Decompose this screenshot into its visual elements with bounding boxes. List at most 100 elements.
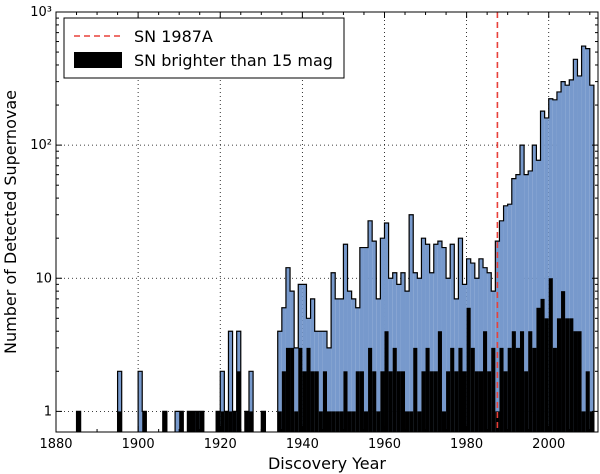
- histogram-bar: [191, 411, 196, 432]
- histogram-bar: [294, 347, 299, 432]
- y-tick-label: 10: [35, 271, 52, 286]
- histogram-bar: [248, 411, 254, 432]
- y-axis-label: Number of Detected Supernovae: [1, 90, 20, 354]
- histogram-bar: [335, 411, 340, 432]
- histogram-bar: [380, 371, 385, 432]
- histogram-bar: [343, 371, 348, 432]
- histogram-bar: [175, 411, 180, 432]
- histogram-bar: [503, 205, 508, 432]
- histogram-bar: [528, 170, 533, 432]
- histogram-bar: [331, 411, 336, 432]
- histogram-bar: [536, 160, 541, 432]
- histogram-bar: [573, 59, 578, 432]
- histogram-bar: [466, 307, 471, 432]
- histogram-bar: [519, 145, 525, 432]
- histogram-bar: [339, 411, 344, 432]
- histogram-bar: [429, 272, 434, 432]
- x-tick-label: 1900: [122, 437, 155, 452]
- histogram-bar: [277, 411, 282, 432]
- histogram-bar: [347, 291, 352, 432]
- histogram-bar: [384, 223, 389, 432]
- x-axis-label: Discovery Year: [268, 454, 386, 473]
- histogram-bar: [581, 411, 586, 432]
- histogram-bar: [499, 220, 504, 432]
- histogram-bar: [359, 247, 364, 432]
- histogram-bar: [511, 331, 516, 432]
- histogram-bar: [450, 244, 455, 432]
- histogram-bar: [277, 331, 282, 432]
- histogram-bar: [413, 347, 418, 432]
- series-bright-supernovae: [76, 278, 594, 432]
- histogram-bar: [355, 371, 360, 432]
- histogram-bar: [470, 347, 475, 432]
- x-tick-label: 1940: [286, 437, 319, 452]
- histogram-bar: [540, 111, 545, 433]
- histogram-bar: [589, 411, 594, 432]
- histogram-bar: [573, 331, 578, 432]
- histogram-bar: [425, 244, 430, 432]
- legend-label-sn1987a: SN 1987A: [134, 27, 213, 46]
- histogram-bar: [310, 298, 315, 432]
- histogram-bar: [142, 411, 147, 432]
- histogram-bar: [244, 411, 249, 432]
- histogram-bar: [585, 371, 590, 432]
- histogram-bar: [478, 258, 484, 432]
- histogram-bar: [236, 371, 241, 432]
- histogram-bar: [565, 318, 570, 432]
- histogram-bar: [487, 371, 492, 432]
- histogram-bar: [322, 371, 327, 432]
- histogram-bar: [117, 371, 122, 432]
- histogram-bar: [138, 371, 143, 432]
- histogram-bar: [425, 347, 430, 432]
- histogram-bar: [405, 291, 410, 432]
- histogram-bar: [179, 411, 184, 432]
- histogram-bar: [511, 178, 516, 432]
- histogram-bar: [540, 298, 545, 432]
- histogram-bar: [515, 347, 520, 432]
- histogram-bar: [331, 272, 336, 432]
- histogram-bar: [195, 411, 200, 432]
- histogram-bar: [220, 411, 225, 432]
- histogram-bar: [285, 347, 291, 432]
- legend-swatch-bright-sn: [74, 52, 122, 68]
- x-tick-label: 1920: [204, 437, 237, 452]
- histogram-bar: [433, 371, 438, 432]
- histogram-bar: [363, 411, 369, 432]
- histogram-bar: [429, 371, 434, 432]
- histogram-bar: [507, 347, 512, 432]
- histogram-bar: [405, 411, 410, 432]
- histogram-bar: [446, 371, 451, 432]
- histogram-bar: [532, 347, 537, 432]
- histogram-bar: [318, 411, 323, 432]
- histogram-bar: [228, 411, 233, 432]
- histogram-bar: [216, 411, 221, 432]
- histogram-bar: [548, 278, 553, 432]
- histogram-bar: [441, 247, 447, 432]
- histogram-bar: [446, 278, 451, 432]
- y-tick-label: 1: [44, 404, 52, 419]
- histogram-bar: [380, 238, 385, 432]
- histogram-bar: [470, 263, 475, 432]
- histogram-bar: [503, 371, 508, 432]
- histogram-bar: [187, 411, 192, 432]
- histogram-bar: [368, 347, 373, 432]
- histogram-bar: [400, 371, 406, 432]
- histogram-bar: [384, 331, 389, 432]
- histogram-bar: [359, 371, 364, 432]
- histogram-bar: [544, 117, 549, 432]
- histogram-bar: [224, 411, 229, 432]
- histogram-bar: [199, 411, 204, 432]
- histogram-bar: [409, 214, 414, 432]
- histogram-bar: [302, 284, 307, 432]
- histogram-bar: [335, 298, 340, 432]
- histogram-bar: [355, 307, 360, 432]
- histogram-bar: [76, 411, 81, 432]
- histogram-bar: [474, 278, 479, 432]
- histogram-bar: [421, 371, 426, 432]
- histogram-bar: [478, 371, 484, 432]
- histogram-bar: [536, 307, 541, 432]
- histogram-bar: [556, 318, 562, 432]
- histogram-bar: [351, 298, 356, 432]
- histogram-bar: [487, 272, 492, 432]
